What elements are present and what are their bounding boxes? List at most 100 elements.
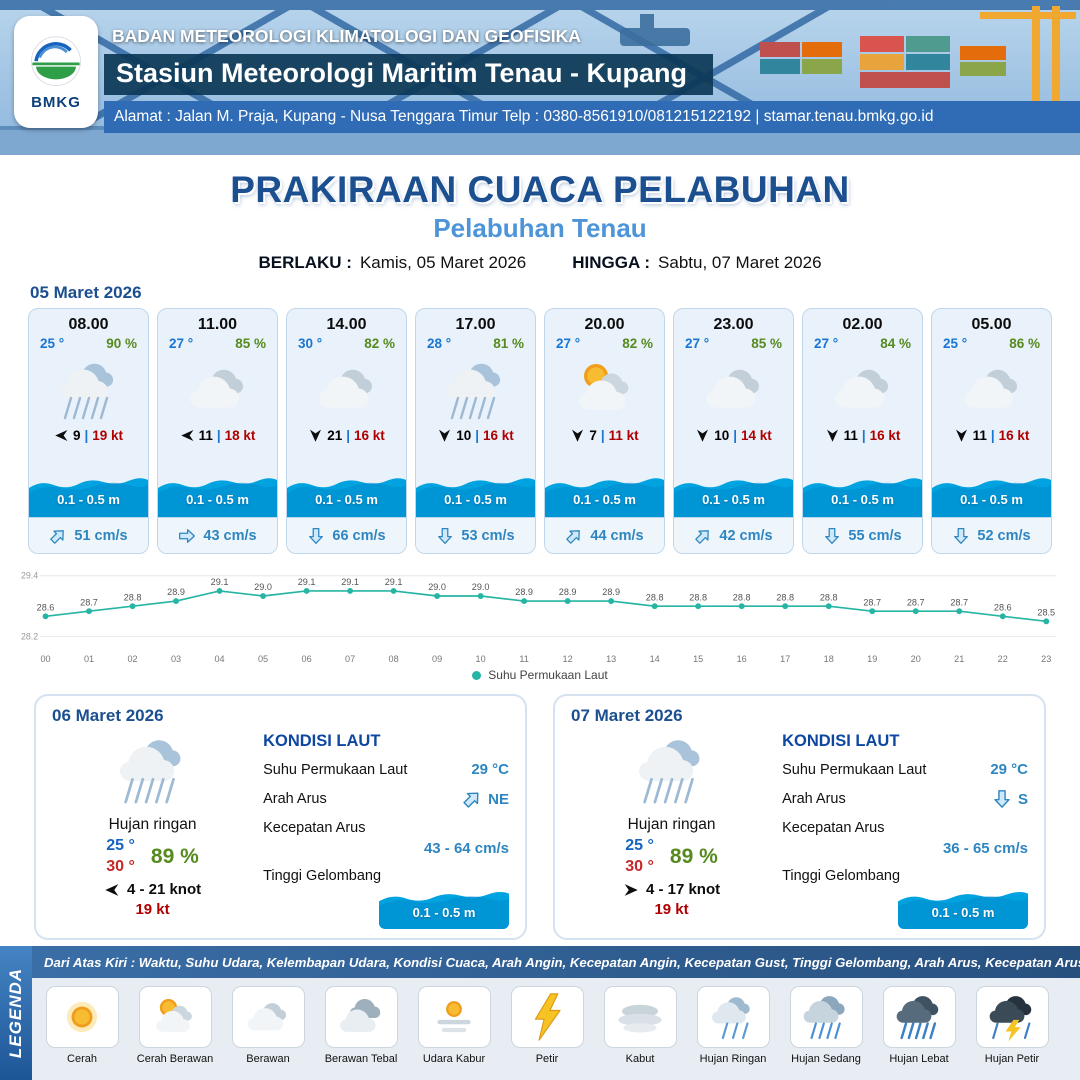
sst-label: Suhu Permukaan Laut: [263, 761, 408, 778]
bmkg-logo-text: BMKG: [31, 93, 81, 111]
legend-dot-icon: [472, 670, 482, 680]
card-time: 14.00: [326, 316, 367, 333]
current-row: 55 cm/s: [803, 517, 922, 553]
page-subtitle: Pelabuhan Tenau: [433, 213, 647, 243]
legend-item-label: Cerah: [67, 1053, 97, 1065]
current-direction-icon: [992, 789, 1012, 809]
card-time: 17.00: [455, 316, 496, 333]
daily-weather-summary: Hujan ringan 25 ° 30 ° 89 % 4 - 21 knot 19 kt: [52, 728, 253, 929]
hourly-card: 14.00 30 ° 82 % 21 | 16 kt 0.1 - 0.5 m 66 cm/s: [286, 308, 407, 554]
wind-row: 11 | 16 kt: [825, 428, 900, 443]
svg-text:29.1: 29.1: [211, 577, 229, 587]
temp-min: 25 °: [106, 837, 135, 854]
wave-height-graphic: 0.1 - 0.5 m: [898, 887, 1028, 929]
wind-direction-icon: [437, 428, 452, 443]
weather-icon-rain: [106, 728, 200, 815]
wind-row: 7 | 11 kt: [570, 428, 639, 443]
wind-range: 4 - 17 knot: [645, 881, 721, 898]
wave-height-value: 0.1 - 0.5 m: [412, 905, 476, 920]
humidity: 89 %: [150, 844, 199, 868]
legend-item: Hujan Ringan: [691, 986, 775, 1065]
page-title: PRAKIRAAN CUACA PELABUHAN: [230, 169, 850, 210]
svg-text:21: 21: [954, 654, 964, 664]
sea-surface-temperature-chart: 29.4 28.2 28.6 00 28.7 01 28.8 02 28.9 03 29.1 04 29…: [21, 571, 1057, 664]
svg-text:28.8: 28.8: [646, 592, 664, 602]
legend-items: Cerah Cerah Berawan Berawan Berawan Tebal Ud…: [32, 978, 1080, 1080]
current-speed: 52 cm/s: [977, 527, 1031, 544]
card-humidity: 85 %: [235, 336, 266, 351]
svg-text:28.6: 28.6: [994, 602, 1012, 612]
wind-speed: 11: [972, 428, 987, 443]
current-direction-icon: [562, 523, 587, 548]
legend-icon-storm: [975, 986, 1049, 1048]
wave-height: 0.1 - 0.5 m: [57, 492, 120, 507]
gust-speed: 16 kt: [998, 428, 1030, 443]
bmkg-logo-icon: [31, 35, 81, 86]
svg-text:28.9: 28.9: [515, 587, 533, 597]
wind-separator: |: [600, 428, 605, 443]
hourly-forecast-row: 08.00 25 ° 90 % 9 | 19 kt 0.1 - 0.5 m 51 cm/s 11…: [0, 308, 1080, 554]
svg-text:22: 22: [998, 654, 1008, 664]
wind-direction-icon: [570, 428, 585, 443]
current-row: 43 cm/s: [158, 517, 277, 553]
svg-text:28.9: 28.9: [167, 587, 185, 597]
card-humidity: 86 %: [1009, 336, 1040, 351]
card-temperature: 28 °: [427, 336, 452, 351]
legend-icon-rain-mid: [789, 986, 863, 1048]
legend-icon-rain-heavy: [882, 986, 956, 1048]
current-speed: 42 cm/s: [719, 527, 773, 544]
gust-speed: 19 kt: [654, 901, 689, 918]
current-speed-value: 36 - 65 cm/s: [942, 840, 1028, 857]
legend-icon-sun: [45, 986, 119, 1048]
card-temperature: 27 °: [169, 336, 194, 351]
gust-speed: 18 kt: [224, 428, 256, 443]
wave-height-band: 0.1 - 0.5 m: [932, 473, 1051, 517]
svg-text:10: 10: [476, 654, 486, 664]
current-direction-icon: [691, 523, 716, 548]
wave-height: 0.1 - 0.5 m: [444, 492, 507, 507]
card-time: 23.00: [713, 316, 754, 333]
legend-vertical-banner: LEGENDA: [0, 946, 32, 1080]
wave-height: 0.1 - 0.5 m: [960, 492, 1023, 507]
wind-row: 10 | 16 kt: [437, 428, 514, 443]
legend-vertical-text: LEGENDA: [6, 967, 25, 1059]
hourly-card: 23.00 27 ° 85 % 10 | 14 kt 0.1 - 0.5 m 42 cm/s: [673, 308, 794, 554]
svg-text:19: 19: [867, 654, 877, 664]
card-time: 11.00: [197, 316, 238, 333]
svg-text:28.7: 28.7: [950, 597, 968, 607]
temp-max: 30 °: [625, 858, 654, 875]
gust-speed: 11 kt: [608, 428, 639, 443]
weather-icon-cloud: [952, 351, 1032, 427]
kondisi-laut-panel: KONDISI LAUT Suhu Permukaan Laut 29 °C Arah…: [253, 728, 509, 929]
card-time: 02.00: [842, 316, 883, 333]
wind-row: 9 | 19 kt: [54, 428, 123, 443]
wave-height: 0.1 - 0.5 m: [702, 492, 765, 507]
current-direction-value: S: [1017, 790, 1028, 808]
wind-row: 21 | 16 kt: [308, 428, 385, 443]
wind-direction-icon: [695, 428, 710, 443]
legend-icon-clouds: [324, 986, 398, 1048]
card-temperature: 25 °: [40, 336, 65, 351]
weather-icon-cloud: [694, 351, 774, 427]
legend-item-label: Hujan Petir: [984, 1053, 1040, 1065]
svg-text:09: 09: [432, 654, 442, 664]
legend-icon-fog: [603, 986, 677, 1048]
wave-height: 0.1 - 0.5 m: [315, 492, 378, 507]
legend-item-label: Petir: [535, 1053, 559, 1065]
wind-direction-icon: [104, 882, 120, 898]
svg-text:28.2: 28.2: [21, 632, 38, 642]
wave-height-band: 0.1 - 0.5 m: [29, 473, 148, 517]
station-name: Stasiun Meteorologi Maritim Tenau - Kupa…: [104, 54, 714, 95]
daily-date: 06 Maret 2026: [52, 706, 164, 725]
card-humidity: 85 %: [751, 336, 782, 351]
svg-text:18: 18: [824, 654, 834, 664]
current-row: 66 cm/s: [287, 517, 406, 553]
current-row: 44 cm/s: [545, 517, 664, 553]
svg-text:29.0: 29.0: [472, 582, 490, 592]
weather-icon-rain: [436, 351, 516, 427]
svg-text:12: 12: [563, 654, 573, 664]
legend-icon-sun-cloud: [138, 986, 212, 1048]
svg-text:14: 14: [650, 654, 660, 664]
wind-speed: 21: [327, 428, 343, 443]
